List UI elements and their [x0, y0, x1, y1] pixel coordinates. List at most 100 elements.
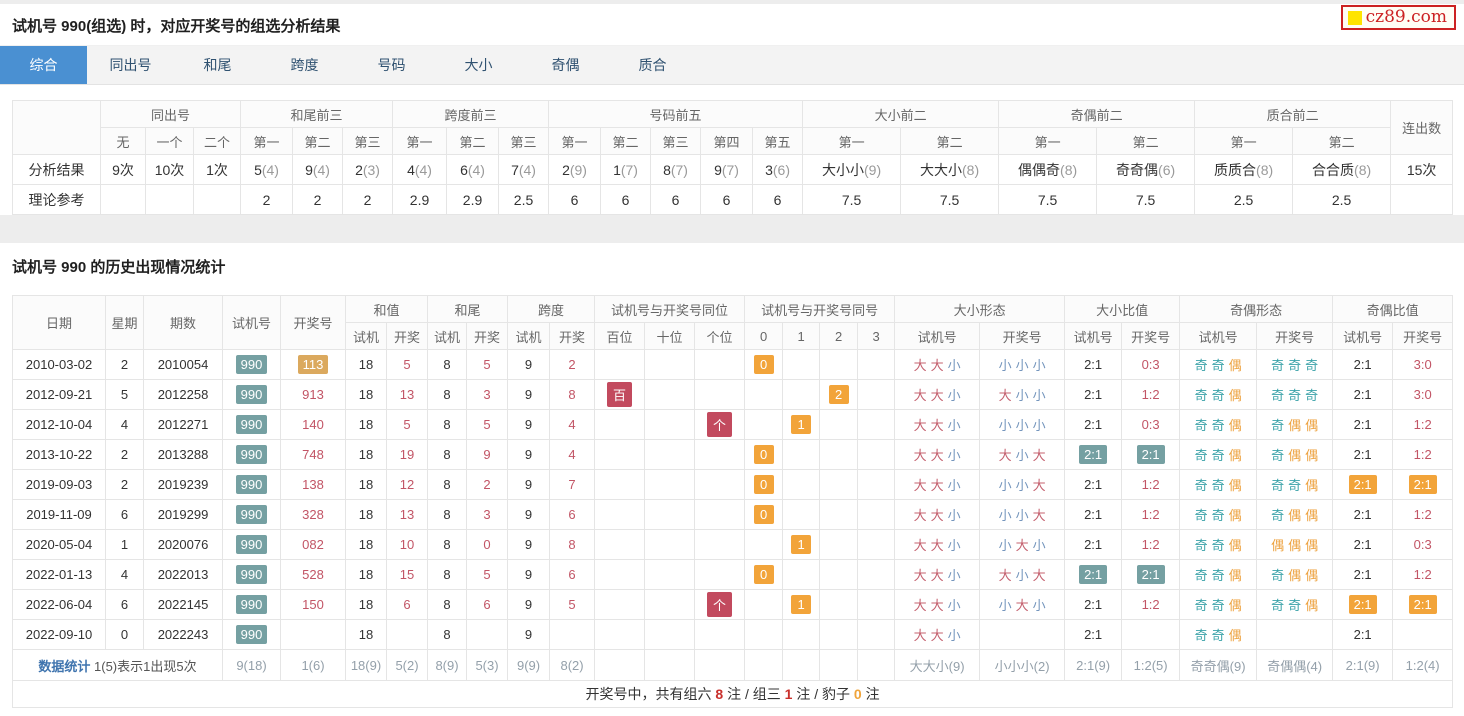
tab-zhihe[interactable]: 质合: [638, 57, 667, 73]
cell-dx_k: 小大小: [979, 589, 1066, 620]
stats-empty: [819, 649, 859, 681]
cell-kaijiang: 113: [280, 349, 346, 380]
tab-jiou[interactable]: 奇偶: [551, 57, 580, 73]
cell-jo_s: 奇奇偶: [1179, 379, 1258, 410]
analysis-cell: 6: [752, 184, 804, 215]
header-issue: 期数: [143, 295, 223, 350]
stats-job_k: 1:2(4): [1392, 649, 1454, 681]
cell-issue: 2022013: [143, 559, 223, 590]
cell-hz_s: 18: [345, 439, 387, 470]
tab-daxiao[interactable]: 大小: [464, 57, 493, 73]
cell-hw_s: 8: [427, 499, 468, 530]
stats-hz_k: 5(2): [385, 649, 429, 681]
cell-kd_s: 9: [507, 469, 551, 500]
stats-label: 数据统计 1(5)表示1出现5次: [12, 649, 223, 681]
cell-same_2: [819, 589, 859, 620]
cell-kaijiang: 748: [280, 439, 346, 470]
cell-dxb_k: 0:3: [1121, 409, 1181, 440]
cell-same_2: [819, 349, 859, 380]
cell-jo_s: 奇奇偶: [1179, 619, 1258, 650]
sub-header: 试机号: [1179, 322, 1258, 350]
cell-kaijiang: [280, 619, 346, 650]
cell-pos_ge: [694, 619, 746, 650]
cell-date: 2022-06-04: [12, 589, 106, 620]
sub-header: 第五: [752, 127, 804, 155]
cell-dx_k: [979, 619, 1066, 650]
cell-shiji: 990: [222, 589, 281, 620]
cell-hw_k: 3: [466, 379, 509, 410]
cell-job_k: 1:2: [1392, 499, 1454, 530]
cell-jo_s: 奇奇偶: [1179, 499, 1258, 530]
analysis-cell: 6: [700, 184, 754, 215]
cell-pos_bai: [594, 469, 646, 500]
analysis-cell: [192, 184, 242, 215]
history-row: 2019-11-09 6 2019299 990 328 18 13 8 3 9 6 0 大大小小小大 2…: [12, 499, 1454, 530]
cell-same_1: 1: [782, 529, 821, 560]
cell-same_0: [744, 529, 784, 560]
sub-header: 第二: [1096, 127, 1196, 155]
cell-hw_s: 8: [427, 529, 468, 560]
cell-kaijiang: 082: [280, 529, 346, 560]
sub-header: 第三: [498, 127, 550, 155]
cell-same_3: [857, 499, 896, 530]
cell-dxb_k: [1121, 619, 1181, 650]
cell-jo_s: 奇奇偶: [1179, 589, 1258, 620]
tab-haoma[interactable]: 号码: [377, 57, 406, 73]
cell-issue: 2013288: [143, 439, 223, 470]
analysis-cell: 6: [650, 184, 702, 215]
analysis-cell: 7(4): [498, 154, 550, 185]
cell-pos_ge: 个: [694, 589, 746, 620]
sub-header: 第二: [292, 127, 344, 155]
cell-pos_bai: [594, 409, 646, 440]
sub-header: 第一: [392, 127, 448, 155]
cell-dx_k: 小大小: [979, 529, 1066, 560]
cell-same_1: 1: [782, 589, 821, 620]
cell-kd_k: 8: [549, 529, 596, 560]
cell-week: 2: [105, 439, 144, 470]
analysis-cell: 2.5: [1194, 184, 1294, 215]
history-row: 2012-10-04 4 2012271 990 140 18 5 8 5 9 4 个 1 大大小小小小 2…: [12, 409, 1454, 440]
cell-same_2: [819, 409, 859, 440]
zu3-count: 1: [784, 686, 793, 702]
cell-job_s: 2:1: [1332, 589, 1394, 620]
cell-kaijiang: 138: [280, 469, 346, 500]
cell-kd_k: 8: [549, 379, 596, 410]
cell-same_1: [782, 349, 821, 380]
cell-hw_k: 5: [466, 409, 509, 440]
analysis-cell: 9次: [100, 154, 146, 185]
analysis-cell: 3(6): [752, 154, 804, 185]
cell-hz_s: 18: [345, 589, 387, 620]
cell-kd_k: 6: [549, 499, 596, 530]
group-zhihe-top2: 质合前二: [1194, 100, 1392, 128]
cell-job_s: 2:1: [1332, 349, 1394, 380]
tab-tongchuhao[interactable]: 同出号: [109, 57, 152, 73]
sub-header: 第一: [998, 127, 1098, 155]
cell-shiji: 990: [222, 619, 281, 650]
analysis-cell: 2.5: [1292, 184, 1392, 215]
site-logo[interactable]: cz89.com: [1340, 5, 1456, 30]
cell-dxb_s: 2:1: [1064, 469, 1123, 500]
group-daxiao-xingtai: 大小形态: [894, 295, 1066, 323]
cell-same_0: 0: [744, 559, 784, 590]
analysis-cell: 2(9): [548, 154, 602, 185]
tab-kuadu[interactable]: 跨度: [290, 57, 319, 73]
sub-header: 无: [100, 127, 146, 155]
analysis-panel: 试机号 990(组选) 时，对应开奖号的组选分析结果 cz89.com 综合 同…: [0, 4, 1464, 215]
cell-same_2: [819, 439, 859, 470]
cell-dxb_k: 1:2: [1121, 379, 1181, 410]
cell-week: 2: [105, 469, 144, 500]
cell-kd_s: 9: [507, 349, 551, 380]
analysis-cell: 2: [342, 184, 394, 215]
cell-same_0: [744, 409, 784, 440]
cell-kd_k: 7: [549, 469, 596, 500]
cell-week: 6: [105, 499, 144, 530]
history-group-header-row: 日期 星期 期数 试机号 开奖号 和值 和尾 跨度 试机号与开奖号同位 试机号与…: [12, 295, 1454, 350]
cell-issue: 2019239: [143, 469, 223, 500]
sub-header: 试机号: [894, 322, 981, 350]
tab-zonghe[interactable]: 综合: [0, 46, 87, 84]
sub-header: 第一: [240, 127, 294, 155]
stats-kaijiang: 1(6): [280, 649, 346, 681]
history-row: 2012-09-21 5 2012258 990 913 18 13 8 3 9 8 百 2 大大小大小小…: [12, 379, 1454, 410]
analysis-cell: 9(7): [700, 154, 754, 185]
tab-hewei[interactable]: 和尾: [203, 57, 232, 73]
